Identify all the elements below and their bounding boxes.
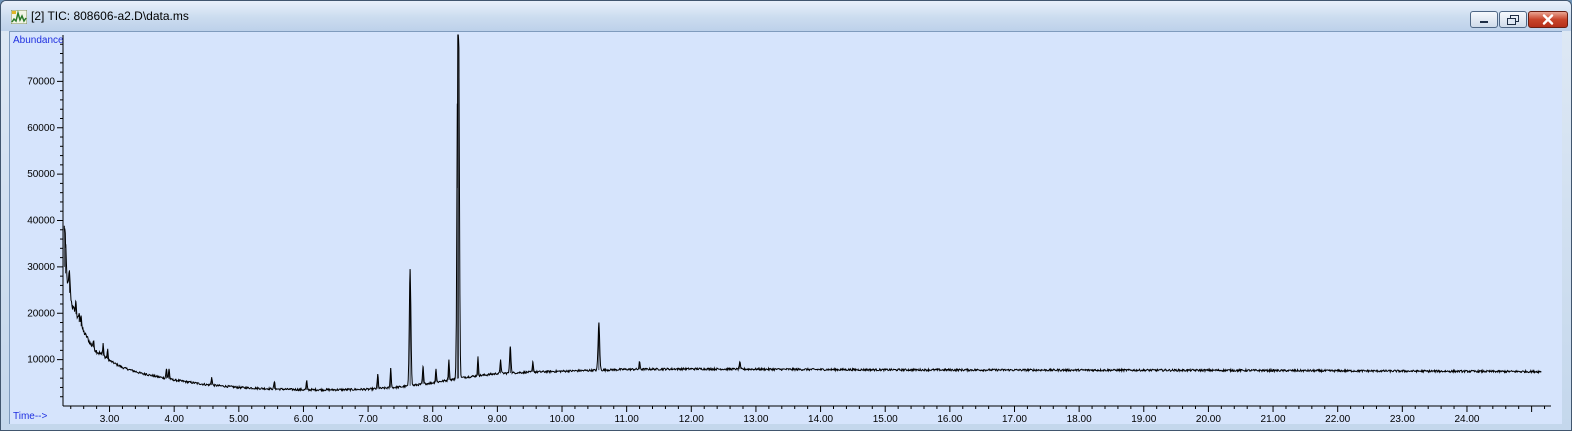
tic-chromatogram-icon xyxy=(11,10,27,24)
x-tick-label: 18.00 xyxy=(1067,414,1092,424)
y-axis-label: Abundance xyxy=(13,35,64,46)
x-tick-label: 22.00 xyxy=(1325,414,1350,424)
close-icon xyxy=(1542,14,1554,25)
x-tick-label: 17.00 xyxy=(1002,414,1027,424)
y-tick-label: 10000 xyxy=(27,355,55,366)
x-tick-label: 8.00 xyxy=(423,414,443,424)
x-tick-label: 14.00 xyxy=(808,414,833,424)
plot-area[interactable]: Abundance Time--> 10000 20000 30000 40000 50… xyxy=(9,31,1562,424)
restore-button[interactable] xyxy=(1499,11,1527,28)
tic-chart[interactable]: Abundance Time--> 10000 20000 30000 40000 50… xyxy=(10,32,1562,424)
y-tick-label: 70000 xyxy=(27,76,55,87)
x-tick-label: 11.00 xyxy=(615,414,640,424)
y-tick-label: 50000 xyxy=(27,169,55,180)
y-tick-label: 40000 xyxy=(27,216,55,227)
tic-trace xyxy=(63,34,1542,393)
close-button[interactable] xyxy=(1528,11,1568,28)
y-tick-label: 20000 xyxy=(27,308,55,319)
tic-trace-group xyxy=(63,34,1542,393)
x-tick-label: 10.00 xyxy=(550,414,575,424)
restore-icon xyxy=(1507,14,1519,25)
x-tick-label: 9.00 xyxy=(488,414,508,424)
minimize-icon xyxy=(1480,20,1488,23)
x-tick-label: 13.00 xyxy=(743,414,768,424)
x-tick-label: 6.00 xyxy=(294,414,314,424)
window-title: [2] TIC: 808606-a2.D\data.ms xyxy=(31,9,189,23)
x-tick-label: 16.00 xyxy=(937,414,962,424)
x-axis-label: Time--> xyxy=(13,411,48,422)
x-tick-label: 3.00 xyxy=(100,414,120,424)
x-tick-label: 12.00 xyxy=(679,414,704,424)
x-tick-label: 4.00 xyxy=(164,414,184,424)
title-bar[interactable]: [2] TIC: 808606-a2.D\data.ms xyxy=(1,1,1571,31)
x-tick-label: 21.00 xyxy=(1261,414,1286,424)
x-tick-label: 15.00 xyxy=(873,414,898,424)
minimize-button[interactable] xyxy=(1470,11,1498,28)
x-tick-label: 5.00 xyxy=(229,414,249,424)
axes: 10000 20000 30000 40000 50000 60000 70000 3.00 4… xyxy=(27,35,1551,424)
x-tick-label: 20.00 xyxy=(1196,414,1221,424)
x-tick-label: 24.00 xyxy=(1454,414,1479,424)
y-tick-label: 60000 xyxy=(27,123,55,134)
x-tick-label: 19.00 xyxy=(1131,414,1156,424)
y-tick-label: 30000 xyxy=(27,262,55,273)
x-tick-label: 7.00 xyxy=(358,414,378,424)
x-tick-label: 23.00 xyxy=(1390,414,1415,424)
